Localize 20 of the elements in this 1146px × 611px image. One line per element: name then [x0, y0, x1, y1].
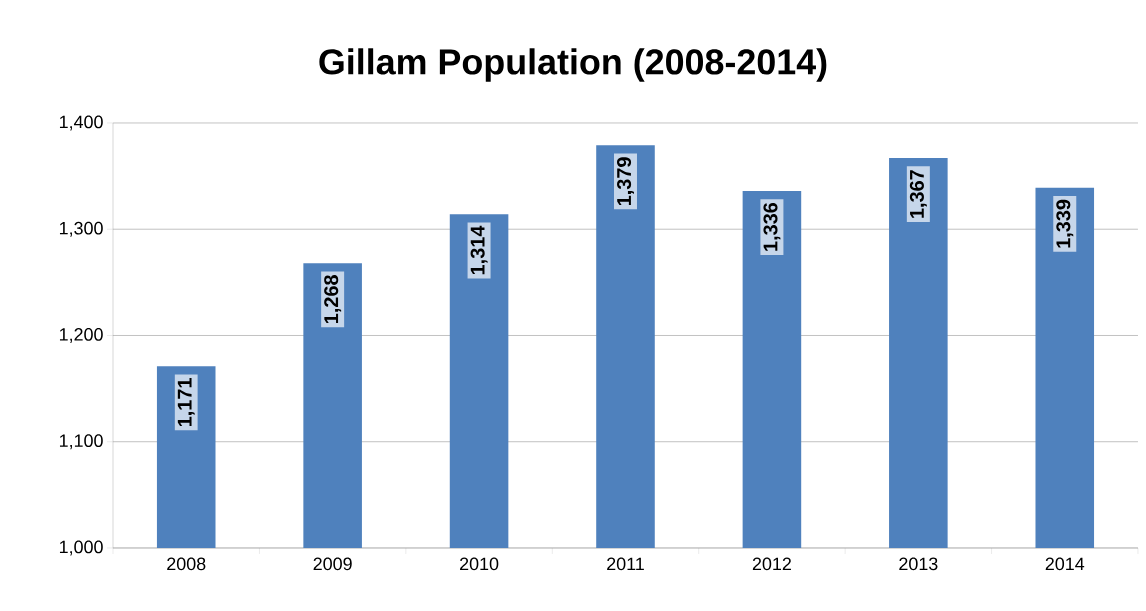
x-tick-label: 2010 — [460, 557, 499, 571]
chart-title: Gillam Population (2008-2014) — [319, 48, 827, 82]
data-label: 1,171 — [177, 378, 195, 427]
x-tick-label: 2013 — [899, 557, 938, 571]
y-tick-label: 1,000 — [59, 540, 103, 556]
data-label: 1,314 — [470, 225, 488, 275]
data-label: 1,339 — [1056, 199, 1074, 248]
data-label: 1,336 — [763, 202, 781, 251]
data-label: 1,268 — [324, 275, 342, 324]
x-tick-label: 2009 — [313, 557, 352, 571]
y-tick-label: 1,400 — [59, 115, 103, 131]
y-tick-label: 1,100 — [59, 434, 103, 450]
x-tick-label: 2008 — [167, 557, 206, 571]
y-tick-label: 1,300 — [59, 221, 103, 237]
y-tick-label: 1,200 — [59, 328, 103, 343]
x-tick-label: 2012 — [752, 557, 791, 571]
x-tick-label: 2011 — [607, 557, 644, 571]
data-label: 1,367 — [909, 170, 927, 218]
x-tick-label: 2014 — [1045, 557, 1085, 571]
data-label: 1,379 — [617, 157, 634, 206]
